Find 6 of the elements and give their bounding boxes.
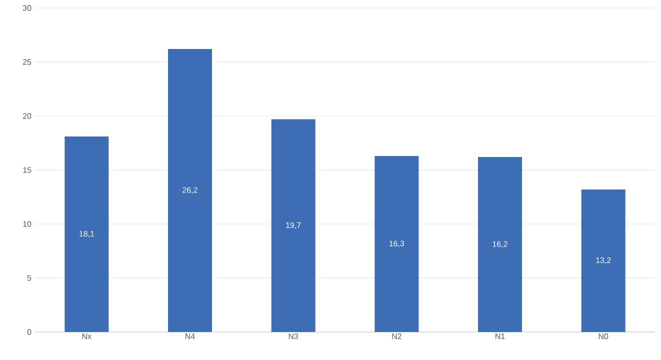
bar [271,119,316,332]
bar [64,136,109,332]
bar [168,49,212,332]
bar [374,156,419,332]
bar [478,157,522,332]
bar [581,189,626,332]
